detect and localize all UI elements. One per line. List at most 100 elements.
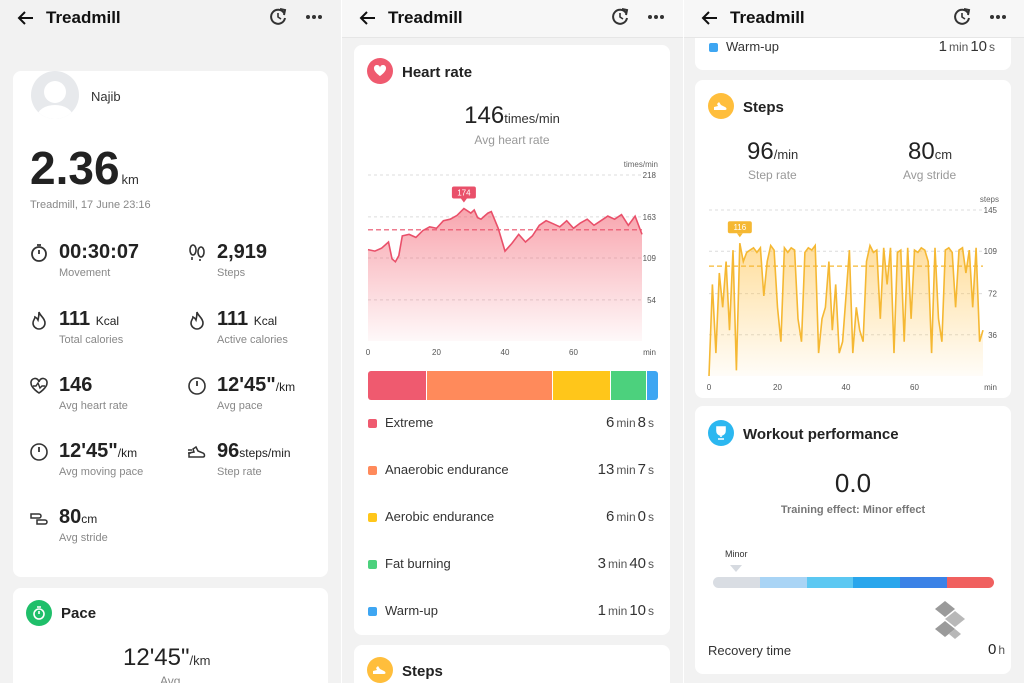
back-arrow-icon[interactable] — [16, 8, 36, 28]
zone-bar-warm-up — [645, 371, 658, 400]
x-tick-label: 40 — [501, 348, 510, 357]
zone-bar-anaerobic — [426, 371, 552, 400]
step-rate-value: 96/min — [747, 138, 799, 165]
stopwatch-badge-icon — [26, 600, 52, 626]
stride-label: Avg stride — [903, 168, 957, 182]
peak-badge — [451, 186, 476, 199]
avg-heart-rate-label: Avg heart rate — [474, 133, 550, 147]
summary-panel: Treadmill Najib 2.36 km Treadmill, 17 Jun… — [0, 0, 341, 683]
recovery-time-label: Recovery time — [708, 643, 792, 658]
flame-icon — [190, 311, 204, 330]
peak-pointer — [736, 233, 743, 238]
y-tick-label: 109 — [643, 254, 657, 263]
peak-label: 116 — [733, 223, 746, 232]
zone-bar — [368, 371, 658, 400]
workout-performance-title: Workout performance — [743, 426, 899, 443]
page-title: Treadmill — [46, 8, 121, 27]
heart-badge-icon — [367, 58, 393, 84]
heart-rate-chart: times/min 54 109 163 218 0 20 40 60 min 174 — [366, 160, 658, 357]
scale-segment — [947, 577, 994, 588]
avatar[interactable] — [31, 71, 79, 119]
avg-heart-rate-value: 146times/min — [464, 102, 560, 129]
steps-title: Steps — [743, 99, 784, 116]
zone-row-extreme: Extreme 6 min 8 s — [368, 414, 656, 434]
back-arrow-icon[interactable] — [700, 8, 720, 28]
scale-segment — [806, 577, 854, 588]
scale-segment — [853, 577, 901, 588]
summary-card: Najib 2.36 km Treadmill, 17 June 23:16 00… — [13, 71, 328, 577]
zone-row-warm-up: Warm-up 1 min 10 s — [709, 38, 997, 58]
back-arrow-icon[interactable] — [358, 8, 378, 28]
marker-triangle-icon — [730, 565, 742, 572]
x-tick-label: 60 — [569, 348, 578, 357]
refresh-icon[interactable] — [267, 6, 289, 28]
x-axis-unit: min — [984, 383, 997, 392]
y-tick-label: 54 — [647, 296, 656, 305]
x-tick-label: 40 — [842, 383, 851, 392]
refresh-icon[interactable] — [951, 6, 973, 28]
y-tick-label: 145 — [984, 206, 998, 215]
running-shoe-badge-icon — [367, 657, 393, 683]
stopwatch-icon — [31, 244, 47, 262]
training-effect-label: Training effect: Minor effect — [780, 504, 926, 516]
y-axis-unit: times/min — [624, 160, 658, 169]
y-tick-label: 72 — [988, 290, 997, 299]
heart-rate-title: Heart rate — [402, 64, 473, 81]
zone-row-warm-up: Warm-up 1 min 10 s — [368, 602, 656, 622]
marker-label: Minor — [725, 549, 748, 559]
top-bar: Treadmill — [684, 0, 1024, 38]
area-fill — [368, 208, 642, 341]
y-tick-label: 163 — [643, 213, 657, 222]
training-effect-value: 0.0 — [834, 468, 872, 498]
pace-label: Avg — [160, 674, 181, 683]
more-options-icon[interactable] — [989, 8, 1007, 26]
trophy-badge-icon — [708, 420, 734, 446]
footprints-icon — [189, 244, 205, 261]
page-title: Treadmill — [388, 8, 463, 27]
series-line — [367, 207, 643, 264]
workout-subtitle: Treadmill, 17 June 23:16 — [30, 199, 151, 211]
zone-row-anaerobic: Anaerobic endurance 13 min 7 s — [368, 461, 656, 481]
y-tick-label: 218 — [643, 171, 657, 180]
running-shoe-badge-icon — [708, 93, 734, 119]
speedometer-icon — [30, 443, 48, 461]
x-tick-label: 0 — [366, 348, 371, 357]
page-title: Treadmill — [730, 8, 805, 27]
x-tick-label: 20 — [773, 383, 782, 392]
stride-icon — [30, 513, 48, 525]
scale-segment — [713, 577, 760, 588]
pace-title: Pace — [61, 605, 97, 622]
steps-card-peek: Steps — [354, 645, 670, 683]
flame-icon — [32, 311, 46, 330]
more-options-icon[interactable] — [305, 8, 323, 26]
watermark-logo-icon — [935, 601, 965, 639]
workout-performance-card: Workout performance 0.0 Training effect:… — [695, 406, 1011, 674]
x-tick-label: 60 — [910, 383, 919, 392]
more-options-icon[interactable] — [647, 8, 665, 26]
step-rate-label: Step rate — [748, 168, 797, 182]
steps-card: Steps 96/min Step rate 80cm Avg stride s… — [695, 80, 1011, 398]
zone-row-aerobic: Aerobic endurance 6 min 0 s — [368, 508, 656, 528]
steps-chart: steps 36 72 109 145 0 20 40 60 min 116 — [707, 195, 999, 392]
pace-card: Pace 12'45"/km Avg — [13, 588, 328, 683]
running-shoe-icon — [188, 445, 206, 458]
y-tick-label: 36 — [988, 331, 997, 340]
training-effect-scale — [713, 577, 994, 588]
heart-rate-panel: Treadmill Heart rate 146times/min Avg he… — [342, 0, 683, 683]
peak-pointer — [460, 198, 467, 203]
x-tick-label: 20 — [432, 348, 441, 357]
scale-segment — [759, 577, 807, 588]
x-axis-unit: min — [643, 348, 656, 357]
y-axis-unit: steps — [980, 195, 999, 204]
y-tick-label: 109 — [984, 247, 998, 256]
top-bar: Treadmill — [342, 0, 683, 38]
zone-bar-aerobic — [551, 371, 610, 400]
refresh-icon[interactable] — [609, 6, 631, 28]
peak-badge — [727, 221, 752, 234]
heart-rate-card: Heart rate 146times/min Avg heart rate t… — [354, 45, 670, 635]
pace-value: 12'45"/km — [123, 644, 211, 671]
peak-label: 174 — [457, 189, 471, 198]
top-bar: Treadmill — [0, 0, 341, 38]
stride-value: 80cm — [908, 138, 953, 165]
